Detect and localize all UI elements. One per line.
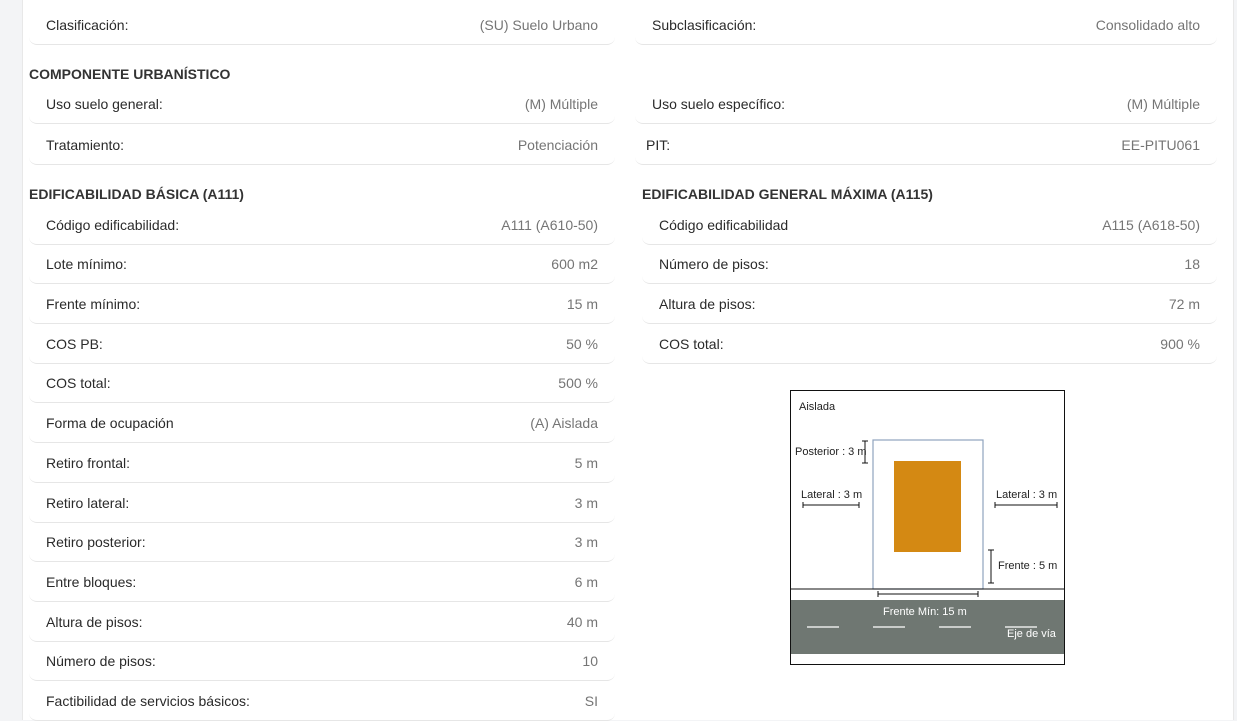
maxima-row-value: 72 m — [1168, 295, 1200, 312]
basica-row: Retiro lateral: 3 m — [29, 483, 615, 523]
posterior-label: Posterior : 3 m — [795, 446, 867, 458]
basica-row: Altura de pisos: 40 m — [29, 602, 615, 642]
basica-row: Retiro frontal: 5 m — [29, 443, 615, 483]
maxima-row-value: 18 — [1184, 255, 1200, 272]
pit-value: EE-PITU061 — [1121, 136, 1200, 153]
basica-row: COS PB: 50 % — [29, 324, 615, 364]
basica-row-value: 500 % — [558, 374, 598, 391]
pit-row: PIT: EE-PITU061 — [635, 125, 1217, 165]
lateral-left-marker — [802, 502, 860, 508]
basica-row-label: Retiro posterior: — [46, 533, 146, 550]
subclasificacion-label: Subclasificación: — [652, 16, 757, 33]
subclasificacion-row: Subclasificación: Consolidado alto — [635, 5, 1217, 45]
basica-row-value: 10 — [582, 652, 598, 669]
clasificacion-label: Clasificación: — [46, 16, 129, 33]
uso-suelo-general-label: Uso suelo general: — [46, 95, 163, 112]
maxima-row-label: Altura de pisos: — [659, 295, 756, 312]
basica-row-label: Altura de pisos: — [46, 613, 143, 630]
maxima-row: Altura de pisos: 72 m — [642, 284, 1217, 324]
basica-row: Retiro posterior: 3 m — [29, 522, 615, 562]
componente-urbanistico-heading: COMPONENTE URBANÍSTICO — [29, 66, 231, 82]
basica-row-label: COS PB: — [46, 335, 103, 352]
maxima-row-label: Código edificabilidad — [659, 216, 789, 233]
uso-suelo-general-row: Uso suelo general: (M) Múltiple — [29, 84, 615, 124]
lateral-right-label: Lateral : 3 m — [996, 489, 1057, 501]
clasificacion-row: Clasificación: (SU) Suelo Urbano — [29, 5, 615, 45]
basica-row-value: 40 m — [566, 613, 598, 630]
maxima-row: Número de pisos: 18 — [642, 244, 1217, 284]
basica-row-value: 3 m — [574, 533, 598, 550]
basica-row-label: Forma de ocupación — [46, 414, 174, 431]
basica-row-value: 3 m — [574, 494, 598, 511]
basica-row-label: Factibilidad de servicios básicos: — [46, 692, 250, 709]
basica-row-value: 15 m — [566, 295, 598, 312]
subclasificacion-value: Consolidado alto — [1095, 16, 1200, 33]
lateral-left-label: Lateral : 3 m — [801, 489, 862, 501]
maxima-row-label: COS total: — [659, 335, 724, 352]
basica-row-value: 50 % — [566, 335, 598, 352]
tratamiento-value: Potenciación — [517, 136, 598, 153]
basica-row: Factibilidad de servicios básicos: SI — [29, 681, 615, 721]
basica-row-value: SI — [584, 692, 598, 709]
tratamiento-label: Tratamiento: — [46, 136, 125, 153]
basica-row: Frente mínimo: 15 m — [29, 284, 615, 324]
posterior-marker — [862, 440, 868, 464]
zoning-info-panel: Clasificación: (SU) Suelo Urbano Subclas… — [22, 0, 1234, 721]
basica-row-value: (A) Aislada — [530, 414, 598, 431]
diagram-title: Aislada — [799, 401, 836, 413]
basica-row-value: 6 m — [574, 573, 598, 590]
basica-row-value: 5 m — [574, 454, 598, 471]
edificabilidad-basica-heading: EDIFICABILIDAD BÁSICA (A111) — [29, 186, 244, 202]
basica-row: Forma de ocupación (A) Aislada — [29, 403, 615, 443]
basica-row: Código edificabilidad: A111 (A610-50) — [29, 205, 615, 245]
basica-row-value: 600 m2 — [551, 255, 598, 272]
uso-suelo-especifico-row: Uso suelo específico: (M) Múltiple — [635, 84, 1217, 124]
basica-row-label: Número de pisos: — [46, 652, 156, 669]
basica-row-label: COS total: — [46, 374, 111, 391]
basica-row: Lote mínimo: 600 m2 — [29, 244, 615, 284]
pit-label: PIT: — [646, 136, 671, 153]
basica-row-label: Frente mínimo: — [46, 295, 141, 312]
eje-via-label: Eje de vía — [1007, 628, 1057, 640]
maxima-row: Código edificabilidad A115 (A618-50) — [642, 205, 1217, 245]
frente-min-marker — [877, 591, 979, 597]
maxima-row-value: 900 % — [1160, 335, 1200, 352]
uso-suelo-especifico-value: (M) Múltiple — [1126, 95, 1200, 112]
basica-row: COS total: 500 % — [29, 363, 615, 403]
basica-row-label: Retiro lateral: — [46, 494, 130, 511]
uso-suelo-general-value: (M) Múltiple — [524, 95, 598, 112]
frente-min-label: Frente Mín: 15 m — [883, 606, 967, 618]
basica-row-label: Retiro frontal: — [46, 454, 131, 471]
edificabilidad-maxima-heading: EDIFICABILIDAD GENERAL MÁXIMA (A115) — [642, 186, 933, 202]
lateral-right-marker — [994, 502, 1058, 508]
basica-row-label: Entre bloques: — [46, 573, 137, 590]
tratamiento-row: Tratamiento: Potenciación — [29, 125, 615, 165]
ocupacion-diagram: Aislada Posterior : 3 m Lateral : 3 m La… — [790, 390, 1065, 665]
basica-row-label: Lote mínimo: — [46, 255, 127, 272]
maxima-row-value: A115 (A618-50) — [1102, 216, 1200, 233]
basica-row: Número de pisos: 10 — [29, 641, 615, 681]
maxima-row-label: Número de pisos: — [659, 255, 769, 272]
maxima-row: COS total: 900 % — [642, 324, 1217, 364]
uso-suelo-especifico-label: Uso suelo específico: — [652, 95, 786, 112]
frente-label: Frente : 5 m — [998, 560, 1057, 572]
clasificacion-value: (SU) Suelo Urbano — [479, 16, 598, 33]
basica-row-value: A111 (A610-50) — [501, 216, 598, 233]
frente-marker — [988, 549, 994, 584]
basica-row-label: Código edificabilidad: — [46, 216, 180, 233]
basica-row: Entre bloques: 6 m — [29, 562, 615, 602]
building-footprint — [894, 461, 961, 552]
